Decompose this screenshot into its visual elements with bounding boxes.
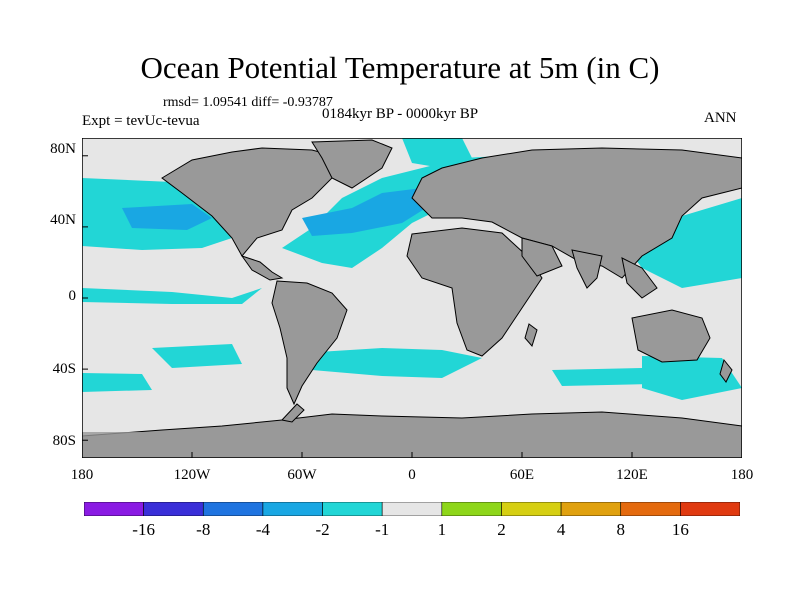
colorbar-label: -2 [315,520,330,539]
colorbar-swatch [84,502,144,516]
north-america [161,147,343,257]
plot-title: Ocean Potential Temperature at 5m (in C) [140,50,660,85]
south-atlantic-cooling [302,348,482,378]
x-tick-120e: 120E [616,467,648,483]
colorbar-label: -1 [375,520,390,539]
north-atlantic-strong-cooling [302,188,442,236]
world-map [82,138,742,458]
greenland [311,139,393,189]
colorbar-label: -8 [196,520,211,539]
colorbar-label: 4 [556,520,566,539]
map-ticks [82,155,742,458]
colorbar-swatch [322,502,383,516]
australia [631,309,711,363]
land-masses [82,139,742,458]
colorbar-swatch [501,502,562,516]
colorbar-swatch [143,502,204,516]
x-tick-60w: 60W [287,467,317,483]
colorbar-label: 1 [437,520,447,539]
colorbar-swatch [202,502,264,516]
madagascar [524,323,538,348]
north-pacific-strong-cooling [122,204,212,230]
southern-ocean-cooling-east [552,368,652,386]
africa [406,227,543,357]
y-tick-80s: 80S [52,433,76,449]
colorbar-swatch [620,502,681,516]
y-tick-40s: 40S [52,361,76,377]
period-label: 0184kyr BP - 0000kyr BP [322,106,479,122]
colorbar-swatch [441,502,502,516]
x-tick-180e: 180 [730,467,754,483]
eurasia [411,147,742,279]
greenland-sea-cooling [402,138,472,168]
experiment-label: Expt = tevUc-tevua [82,113,200,129]
stats-label: rmsd= 1.09541 diff= -0.93787 [163,95,333,110]
colorbar-swatch [560,502,622,516]
x-tick-0: 0 [408,467,416,483]
tropical-atlantic-cooling [82,288,262,304]
central-america [240,255,284,281]
antarctic-peninsula [281,403,305,423]
southern-pacific-cooling [152,344,242,368]
x-tick-180w: 180 [70,467,94,483]
y-tick-40n: 40N [50,212,76,228]
colorbar-swatch [262,502,323,516]
south-indian-cooling [642,356,742,400]
southeast-asia [621,257,658,299]
colorbar-label: 8 [616,520,625,539]
new-zealand [719,358,733,383]
colorbar-swatch [381,502,443,516]
colorbar-label: -16 [132,520,155,539]
y-tick-80n: 80N [50,141,76,157]
colorbar-label: 2 [497,520,506,539]
colorbar-label: 16 [671,520,689,539]
india [571,249,603,289]
ice-shelf-band [82,432,742,438]
colorbar [84,502,740,516]
y-tick-0: 0 [68,288,77,304]
southern-ocean-cooling-west [82,373,152,392]
x-tick-120w: 120W [173,467,211,483]
x-tick-60e: 60E [509,467,535,483]
arabia [521,237,563,277]
colorbar-swatch [680,502,740,516]
season-label: ANN [704,110,737,126]
colorbar-label: -4 [255,520,270,539]
south-america [271,280,348,406]
